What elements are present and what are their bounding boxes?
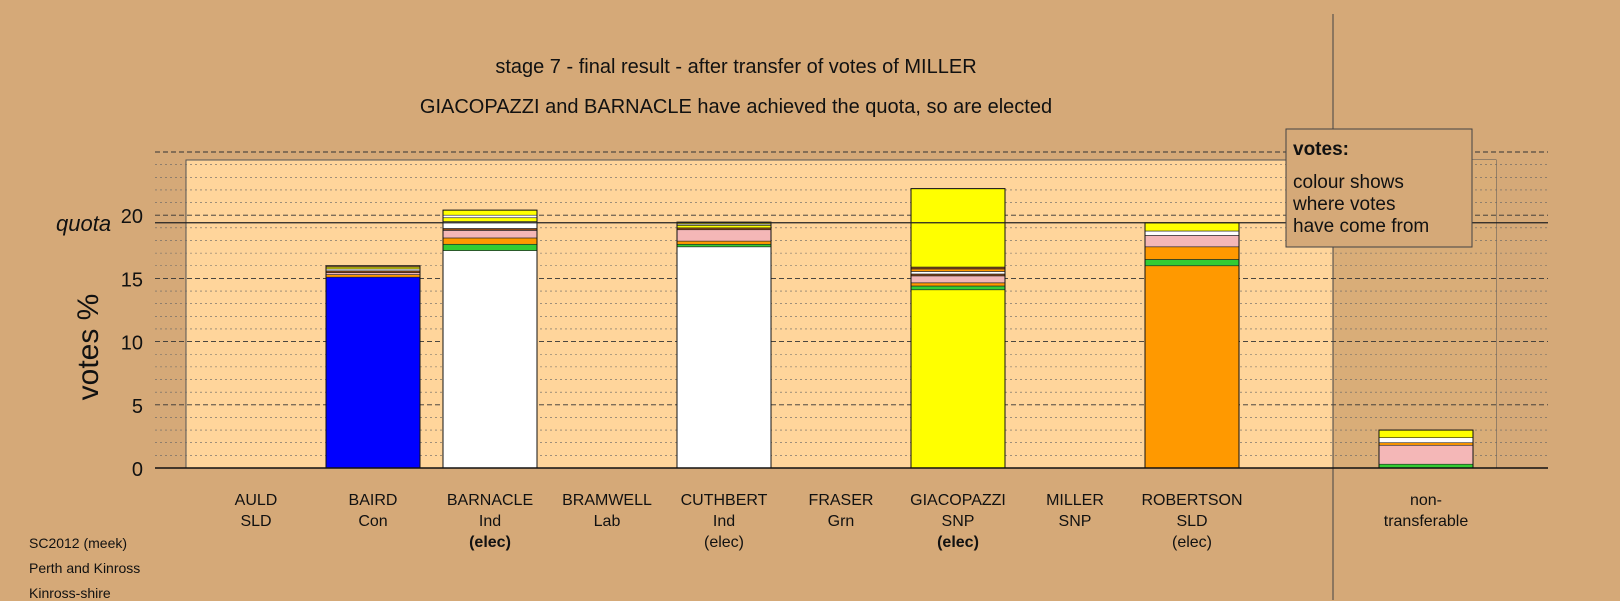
legend-title: votes:: [1293, 139, 1349, 160]
candidate-status: (elec): [469, 534, 511, 551]
y-axis-label: votes %: [72, 294, 105, 401]
candidate-name: ROBERTSON: [1141, 492, 1242, 509]
bar-segment: [1378, 444, 1474, 465]
candidate-name: CUTHBERT: [681, 492, 768, 509]
quota-label: quota: [56, 211, 111, 236]
bar-segment: [1144, 246, 1240, 260]
candidate-party: transferable: [1384, 513, 1469, 530]
bar-segment: [442, 214, 538, 219]
bar-segment: [910, 188, 1006, 268]
bar-segment: [1378, 442, 1474, 446]
bar-segment: [910, 275, 1006, 284]
y-tick-labels: 0 5 10 15 20: [121, 206, 143, 481]
candidate-name: MILLER: [1046, 492, 1104, 509]
candidate-status: (elec): [937, 534, 979, 551]
legend-line: have come from: [1293, 216, 1429, 237]
bar-segment: [910, 268, 1006, 272]
bar-segment: [1144, 222, 1240, 232]
candidate-status: (elec): [704, 534, 744, 551]
bar-segment: [1144, 265, 1240, 469]
y-tick-label: 15: [121, 269, 143, 291]
bar-segment: [676, 246, 772, 469]
chart-subtitle: GIACOPAZZI and BARNACLE have achieved th…: [420, 96, 1052, 118]
x-tick-labels: AULD SLD BAIRD Con BARNACLE Ind (elec) BRAMWELL…: [235, 492, 1469, 551]
bar-segment: [325, 276, 421, 469]
bar-segment: [1144, 235, 1240, 248]
bar-segment: [676, 229, 772, 242]
candidate-party: Ind: [479, 513, 501, 530]
candidate-name: BAIRD: [349, 492, 398, 509]
candidate-party: SNP: [942, 513, 975, 530]
candidate-party: Lab: [594, 513, 621, 530]
candidate-name: GIACOPAZZI: [910, 492, 1006, 509]
y-tick-label: 20: [121, 206, 143, 228]
bar-segment: [442, 243, 538, 251]
candidate-party: SLD: [1176, 513, 1207, 530]
candidate-party: SLD: [240, 513, 271, 530]
bar-segment: [1144, 259, 1240, 267]
footer-ward: Kinross-shire: [29, 585, 111, 601]
legend-line: where votes: [1292, 194, 1395, 215]
bar-segment: [910, 271, 1006, 275]
bar-segment: [676, 243, 772, 248]
candidate-name: BARNACLE: [447, 492, 533, 509]
bar-segment: [1378, 429, 1474, 438]
bar-segment: [442, 230, 538, 239]
candidate-name: FRASER: [809, 492, 874, 509]
candidate-name: non-: [1410, 492, 1442, 509]
bars-group: [325, 188, 1474, 469]
bar-segment: [442, 250, 538, 469]
chart-title: stage 7 - final result - after transfer …: [495, 56, 976, 78]
bar-segment: [676, 240, 772, 245]
legend-frame: [1285, 128, 1473, 248]
footer-council: Perth and Kinross: [29, 560, 141, 576]
candidate-party: Con: [358, 513, 387, 530]
y-tick-label: 0: [132, 459, 143, 481]
candidate-party: Ind: [713, 513, 735, 530]
candidate-name: BRAMWELL: [562, 492, 652, 509]
bar-segment: [325, 274, 421, 278]
candidate-party: SNP: [1059, 513, 1092, 530]
candidate-party: Grn: [828, 513, 855, 530]
legend-box: votes: colour shows where votes have com…: [1285, 128, 1473, 248]
bar-segment: [1378, 437, 1474, 444]
bar-segment: [442, 217, 538, 222]
candidate-name: AULD: [235, 492, 278, 509]
bar-segment: [442, 209, 538, 216]
y-tick-label: 5: [132, 396, 143, 418]
bar-segment: [676, 225, 772, 229]
footer-method: SC2012 (meek): [29, 535, 128, 551]
bar-segment: [910, 285, 1006, 291]
bar-segment: [442, 237, 538, 245]
bar-segment: [1144, 230, 1240, 236]
bar-segment: [910, 282, 1006, 287]
bar-segment: [910, 289, 1006, 469]
legend-line: colour shows: [1293, 172, 1404, 193]
y-tick-label: 10: [121, 333, 143, 355]
candidate-status: (elec): [1172, 534, 1212, 551]
